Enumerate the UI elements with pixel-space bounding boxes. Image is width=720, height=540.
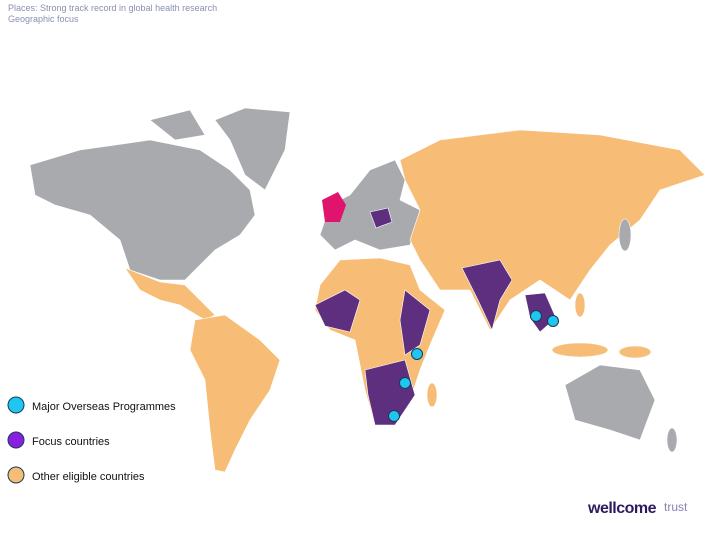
greenland [214, 107, 291, 191]
logo-suffix: trust [664, 500, 688, 514]
new-zealand [666, 427, 678, 453]
australia [564, 364, 656, 441]
india [461, 259, 513, 331]
legend-label: Other eligible countries [32, 471, 145, 483]
west-africa [314, 289, 361, 333]
philippines [574, 292, 586, 318]
logo-brand: wellcome [587, 500, 657, 517]
south-america [189, 314, 281, 473]
legend-label: Major Overseas Programmes [32, 401, 176, 413]
programme-marker [547, 315, 559, 327]
madagascar [426, 382, 438, 408]
southern-africa [364, 359, 416, 426]
arctic-islands [149, 109, 206, 141]
legend-label: Focus countries [32, 436, 110, 448]
title: Places: Strong track record in global he… [8, 3, 218, 13]
indonesia [551, 342, 609, 358]
asia [399, 129, 706, 331]
east-africa [399, 289, 431, 356]
programme-marker [388, 410, 400, 422]
programme-marker [399, 377, 411, 389]
north-america [29, 139, 256, 281]
legend-swatch [7, 431, 25, 449]
poland [369, 207, 393, 229]
europe [319, 159, 421, 251]
japan [618, 218, 632, 252]
programme-marker [530, 310, 542, 322]
programme-marker [411, 348, 423, 360]
uk [322, 192, 346, 222]
new-guinea [618, 345, 652, 359]
legend-swatch [7, 396, 25, 414]
subtitle: Geographic focus [8, 14, 79, 24]
legend-swatch [7, 466, 25, 484]
